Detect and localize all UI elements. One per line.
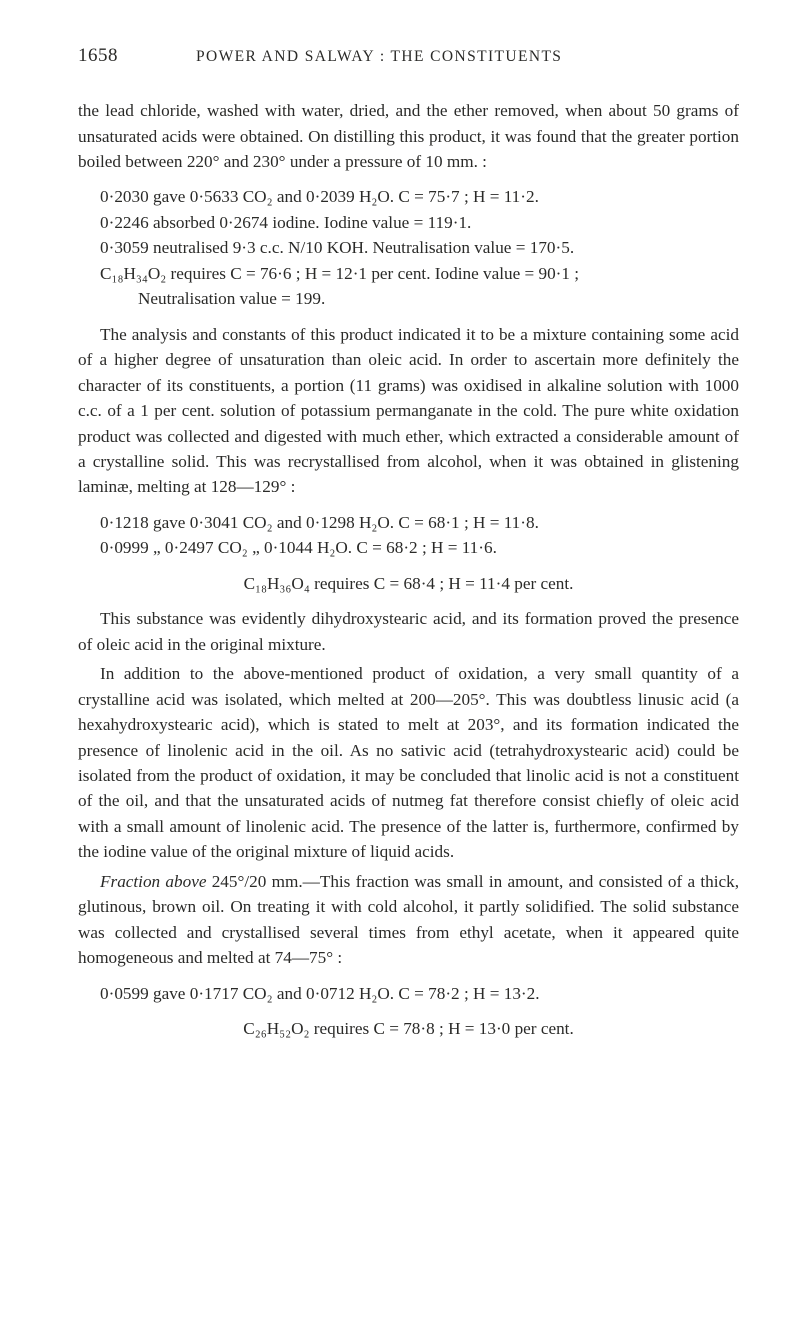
- paragraph-1: the lead chloride, washed with water, dr…: [78, 98, 739, 174]
- data-line: Neutralisation value = 199.: [100, 286, 739, 311]
- data-line: 0·3059 neutralised 9·3 c.c. N/10 KOH. Ne…: [100, 235, 739, 260]
- equation-line: C₁₈H₃₆O₄ requires C = 68·4 ; H = 11·4 pe…: [78, 571, 739, 596]
- page-header: 1658 POWER AND SALWAY : THE CONSTITUENTS: [78, 42, 739, 70]
- paragraph-4: In addition to the above-mentioned produ…: [78, 661, 739, 865]
- data-line: C₁₈H₃₄O₂ requires C = 76·6 ; H = 12·1 pe…: [100, 261, 739, 286]
- data-block-2: 0·1218 gave 0·3041 CO₂ and 0·1298 H₂O. C…: [100, 510, 739, 561]
- data-line: 0·0999 „ 0·2497 CO₂ „ 0·1044 H₂O. C = 68…: [100, 535, 739, 560]
- data-line: 0·2030 gave 0·5633 CO₂ and 0·2039 H₂O. C…: [100, 184, 739, 209]
- page-number: 1658: [78, 42, 118, 70]
- equation-line: C₂₆H₅₂O₂ requires C = 78·8 ; H = 13·0 pe…: [78, 1016, 739, 1041]
- data-block-1: 0·2030 gave 0·5633 CO₂ and 0·2039 H₂O. C…: [100, 184, 739, 311]
- document-page: 1658 POWER AND SALWAY : THE CONSTITUENTS…: [0, 0, 801, 1340]
- data-line: 0·1218 gave 0·3041 CO₂ and 0·1298 H₂O. C…: [100, 510, 739, 535]
- data-line: 0·2246 absorbed 0·2674 iodine. Iodine va…: [100, 210, 739, 235]
- running-title: POWER AND SALWAY : THE CONSTITUENTS: [196, 46, 562, 69]
- paragraph-3: This substance was evidently dihydroxyst…: [78, 606, 739, 657]
- data-block-3: 0·0599 gave 0·1717 CO₂ and 0·0712 H₂O. C…: [100, 981, 739, 1006]
- paragraph-5: Fraction above 245°/20 mm.—This fraction…: [78, 869, 739, 971]
- paragraph-2: The analysis and constants of this produ…: [78, 322, 739, 500]
- fraction-label: Fraction above: [100, 872, 206, 891]
- data-line: 0·0599 gave 0·1717 CO₂ and 0·0712 H₂O. C…: [100, 981, 739, 1006]
